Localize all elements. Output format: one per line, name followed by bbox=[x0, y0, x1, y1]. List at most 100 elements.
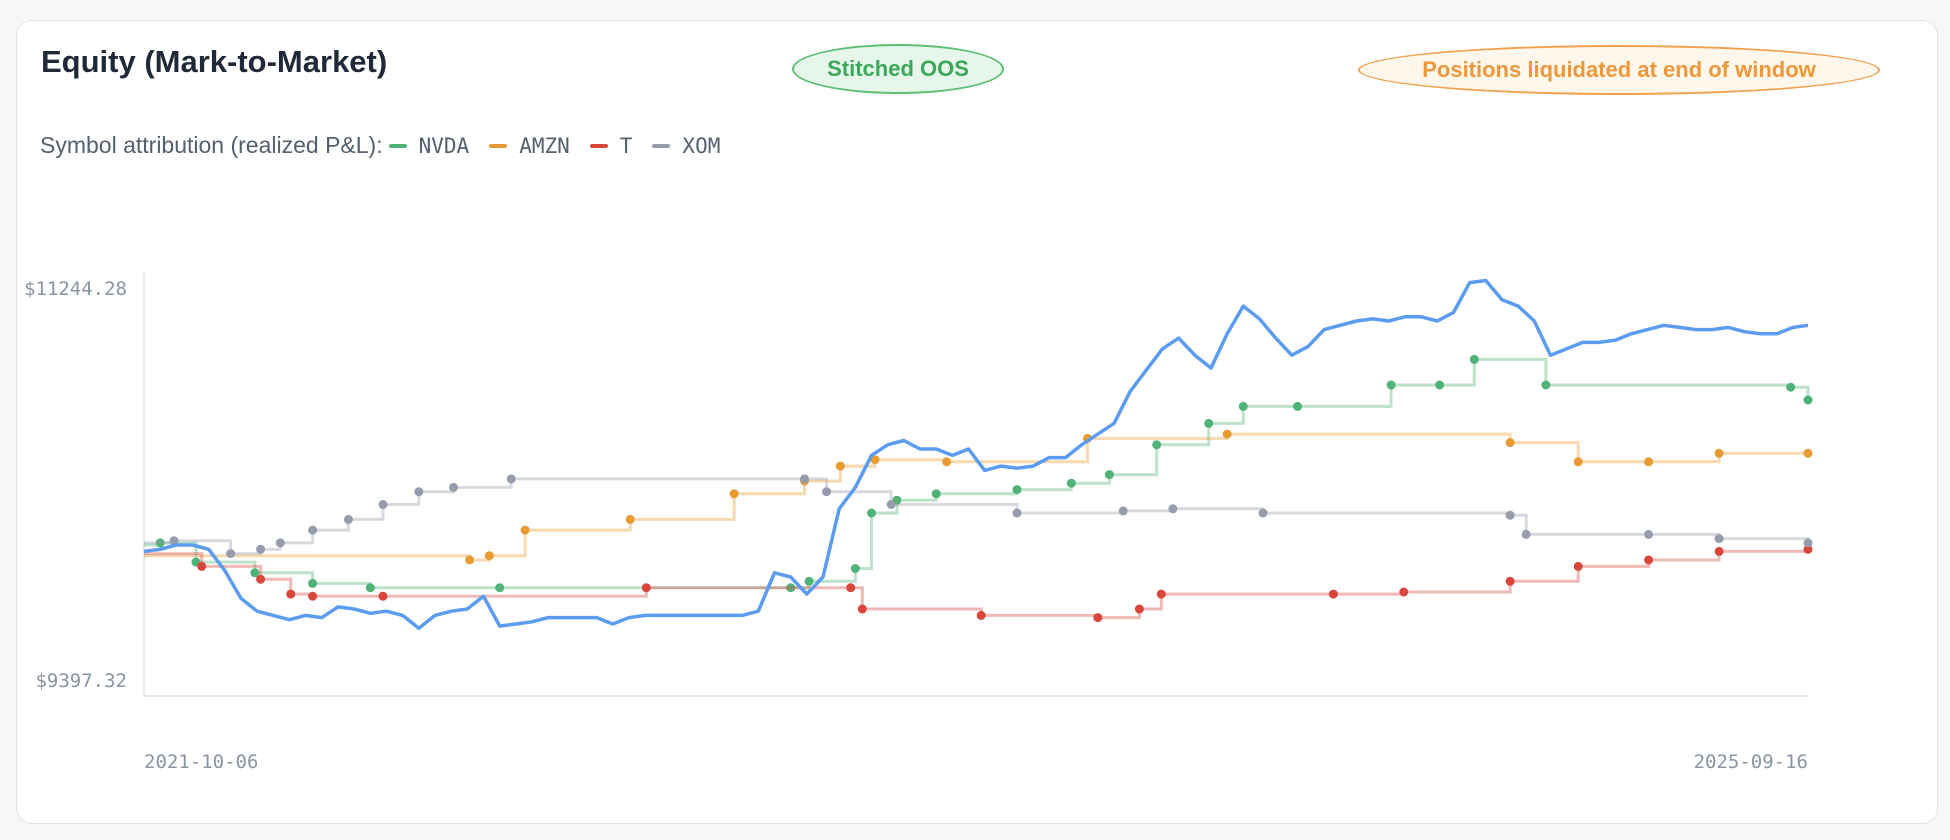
trade-point-t[interactable] bbox=[1573, 561, 1583, 571]
equity-line bbox=[143, 278, 1809, 630]
trade-point-amzn[interactable] bbox=[520, 525, 530, 535]
trade-point-nvda[interactable] bbox=[1386, 380, 1396, 390]
trade-point-amzn[interactable] bbox=[1573, 457, 1583, 467]
stitched-oos-badge: Stitched OOS bbox=[792, 44, 1004, 94]
trade-point-nvda[interactable] bbox=[1435, 380, 1445, 390]
trade-point-xom[interactable] bbox=[226, 549, 236, 559]
legend-label-t: T bbox=[619, 133, 633, 158]
legend-item-xom[interactable]: XOM bbox=[652, 134, 720, 158]
trade-point-t[interactable] bbox=[1328, 589, 1338, 599]
trade-point-amzn[interactable] bbox=[835, 461, 845, 471]
trade-point-t[interactable] bbox=[857, 604, 867, 614]
trade-point-xom[interactable] bbox=[1258, 508, 1268, 518]
trade-point-xom[interactable] bbox=[343, 514, 353, 524]
trade-point-nvda[interactable] bbox=[1152, 440, 1162, 450]
x-tick-label-end: 2025-09-16 bbox=[1694, 751, 1808, 773]
axes: $11244.28 $9397.32 2021-10-06 2025-09-16 bbox=[24, 272, 1808, 773]
legend-swatch-nvda bbox=[388, 143, 407, 148]
trade-point-t[interactable] bbox=[197, 561, 207, 571]
trade-point-nvda[interactable] bbox=[250, 568, 260, 578]
legend-item-amzn[interactable]: AMZN bbox=[489, 134, 570, 158]
trade-point-t[interactable] bbox=[1134, 604, 1144, 614]
trade-point-t[interactable] bbox=[1093, 613, 1103, 623]
trade-point-t[interactable] bbox=[1505, 576, 1515, 586]
trade-point-nvda[interactable] bbox=[804, 576, 814, 586]
trade-point-xom[interactable] bbox=[506, 474, 516, 484]
trade-point-xom[interactable] bbox=[1714, 534, 1724, 544]
trade-point-amzn[interactable] bbox=[1644, 457, 1654, 467]
trade-point-nvda[interactable] bbox=[495, 583, 505, 593]
trade-point-amzn[interactable] bbox=[484, 551, 494, 561]
trade-point-xom[interactable] bbox=[822, 487, 831, 497]
trade-point-t[interactable] bbox=[1399, 587, 1409, 597]
trade-point-t[interactable] bbox=[1803, 544, 1813, 554]
series-line-t bbox=[144, 549, 1810, 620]
trade-point-t[interactable] bbox=[976, 610, 986, 620]
trade-point-amzn[interactable] bbox=[625, 514, 635, 524]
symbol-legend: Symbol attribution (realized P&L): NVDA … bbox=[40, 132, 740, 159]
legend-item-nvda[interactable]: NVDA bbox=[388, 133, 470, 158]
trade-point-nvda[interactable] bbox=[1104, 470, 1114, 480]
trade-point-nvda[interactable] bbox=[155, 538, 165, 548]
trade-point-nvda[interactable] bbox=[931, 489, 941, 499]
trade-point-t[interactable] bbox=[641, 583, 651, 593]
trade-point-t[interactable] bbox=[378, 591, 388, 601]
trade-point-xom[interactable] bbox=[886, 500, 896, 509]
trade-point-t[interactable] bbox=[256, 574, 266, 584]
trade-point-t[interactable] bbox=[1644, 555, 1654, 565]
trade-point-nvda[interactable] bbox=[1786, 382, 1796, 392]
legend-label-nvda: NVDA bbox=[418, 133, 470, 158]
trade-point-xom[interactable] bbox=[449, 482, 458, 492]
trade-point-xom[interactable] bbox=[308, 525, 318, 535]
legend-swatch-amzn bbox=[489, 143, 508, 148]
trade-point-t[interactable] bbox=[308, 591, 318, 601]
legend-label-amzn: AMZN bbox=[519, 133, 570, 158]
trade-point-amzn[interactable] bbox=[1505, 438, 1515, 448]
trade-point-nvda[interactable] bbox=[1541, 380, 1551, 390]
trade-point-amzn[interactable] bbox=[1803, 448, 1813, 458]
trade-point-nvda[interactable] bbox=[365, 583, 375, 593]
trade-point-nvda[interactable] bbox=[867, 508, 876, 518]
equity-series bbox=[143, 278, 1809, 630]
trade-point-xom[interactable] bbox=[800, 474, 809, 484]
trade-point-amzn[interactable] bbox=[1222, 429, 1232, 439]
trade-point-nvda[interactable] bbox=[1204, 418, 1214, 428]
trade-point-nvda[interactable] bbox=[1293, 401, 1303, 411]
trade-point-xom[interactable] bbox=[1118, 506, 1128, 516]
legend-swatch-t bbox=[589, 143, 608, 148]
trade-point-amzn[interactable] bbox=[942, 457, 952, 467]
trade-point-xom[interactable] bbox=[275, 538, 285, 548]
trade-point-nvda[interactable] bbox=[1238, 401, 1248, 411]
trade-point-amzn[interactable] bbox=[870, 455, 880, 465]
trade-point-xom[interactable] bbox=[1168, 504, 1178, 514]
trade-point-nvda[interactable] bbox=[308, 578, 318, 588]
trade-point-nvda[interactable] bbox=[786, 583, 796, 593]
trade-point-nvda[interactable] bbox=[1469, 354, 1479, 364]
legend-intro: Symbol attribution (realized P&L): bbox=[40, 132, 383, 158]
trade-point-t[interactable] bbox=[846, 583, 856, 593]
trade-point-amzn[interactable] bbox=[465, 555, 475, 565]
trade-point-amzn[interactable] bbox=[729, 489, 739, 499]
trade-point-xom[interactable] bbox=[1505, 510, 1515, 520]
trade-point-nvda[interactable] bbox=[1066, 478, 1076, 488]
legend-item-t[interactable]: T bbox=[589, 133, 633, 158]
trade-point-xom[interactable] bbox=[378, 500, 388, 509]
trade-point-xom[interactable] bbox=[256, 544, 266, 554]
trade-point-nvda[interactable] bbox=[1803, 395, 1813, 405]
trade-point-t[interactable] bbox=[1714, 546, 1724, 556]
trade-point-xom[interactable] bbox=[414, 487, 424, 497]
series-line-amzn bbox=[144, 432, 1808, 562]
trade-point-xom[interactable] bbox=[1521, 529, 1531, 539]
trade-point-xom[interactable] bbox=[1803, 538, 1813, 548]
trade-point-amzn[interactable] bbox=[1714, 448, 1724, 458]
trade-point-nvda[interactable] bbox=[850, 564, 860, 573]
x-tick-label-start: 2021-10-06 bbox=[144, 751, 258, 773]
trade-point-xom[interactable] bbox=[1644, 529, 1654, 539]
trade-point-xom[interactable] bbox=[1012, 508, 1022, 518]
trade-point-nvda[interactable] bbox=[1012, 485, 1022, 495]
trade-point-t[interactable] bbox=[286, 589, 296, 599]
legend-label-xom: XOM bbox=[682, 133, 721, 158]
trade-point-xom[interactable] bbox=[169, 536, 179, 546]
trade-point-t[interactable] bbox=[1156, 589, 1166, 599]
